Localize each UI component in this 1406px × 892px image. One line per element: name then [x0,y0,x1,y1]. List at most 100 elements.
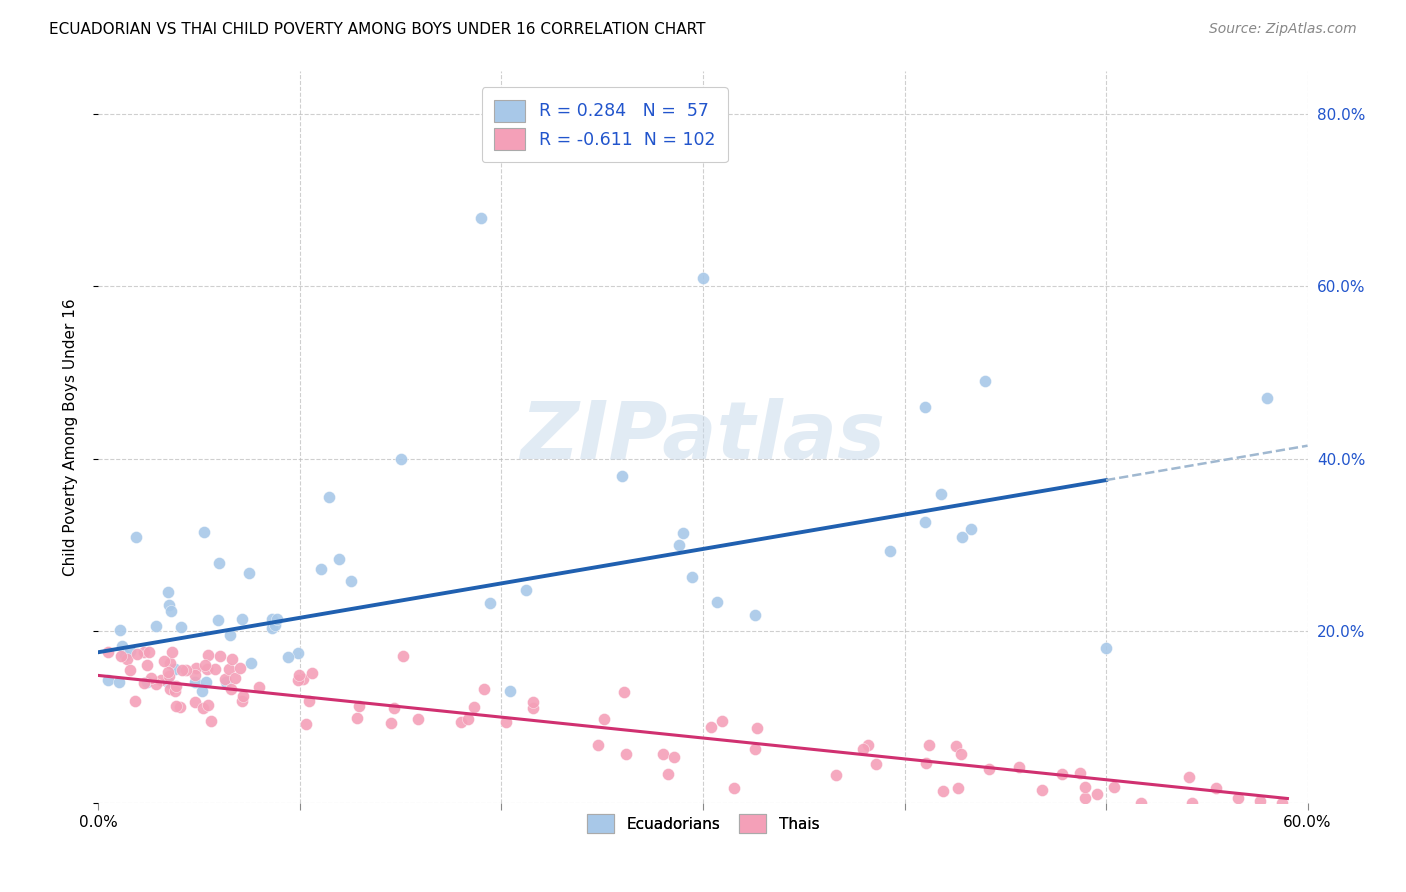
Point [157,669,180,683]
Point [108,675,131,690]
Point [380,715,402,730]
Point [262,622,284,636]
Point [1031,783,1053,797]
Point [932,784,955,798]
Point [288,668,311,682]
Point [1177,770,1199,784]
Point [262,612,284,626]
Point [118,644,141,658]
Point [744,608,766,623]
Text: ZIPatlas: ZIPatlas [520,398,886,476]
Point [118,664,141,678]
Point [218,628,240,642]
Point [1087,787,1109,801]
Point [662,750,685,764]
Point [389,451,412,466]
Point [207,613,229,627]
Point [287,646,309,660]
Point [183,675,205,690]
Point [671,525,693,540]
Point [221,652,243,666]
Point [193,524,215,539]
Point [470,211,492,225]
Point [191,701,214,715]
Point [294,716,316,731]
Point [163,684,186,698]
Point [1205,781,1227,796]
Point [301,665,323,680]
Point [157,584,180,599]
Point [382,701,405,715]
Point [108,623,131,637]
Point [651,747,673,761]
Point [657,767,679,781]
Point [1227,791,1250,805]
Point [165,698,187,713]
Point [195,675,218,690]
Point [692,271,714,285]
Point [478,596,501,610]
Point [197,648,219,662]
Point [945,739,967,753]
Point [287,673,309,687]
Text: ECUADORIAN VS THAI CHILD POVERTY AMONG BOYS UNDER 16 CORRELATION CHART: ECUADORIAN VS THAI CHILD POVERTY AMONG B… [49,22,706,37]
Point [159,682,181,697]
Point [328,552,350,566]
Point [228,661,250,675]
Point [266,612,288,626]
Point [711,714,734,728]
Point [214,672,236,686]
Point [176,663,198,677]
Point [184,667,207,681]
Legend: Ecuadorians, Thais: Ecuadorians, Thais [581,808,825,839]
Point [125,530,148,544]
Point [879,543,901,558]
Point [138,645,160,659]
Point [165,679,187,693]
Point [184,695,207,709]
Point [249,680,271,694]
Point [914,400,936,414]
Point [700,721,723,735]
Point [165,662,187,676]
Point [209,649,232,664]
Point [515,583,537,598]
Point [97,645,120,659]
Text: Source: ZipAtlas.com: Source: ZipAtlas.com [1209,22,1357,37]
Y-axis label: Child Poverty Among Boys Under 16: Child Poverty Among Boys Under 16 [63,298,77,576]
Point [948,780,970,795]
Point [136,658,159,673]
Point [219,682,242,697]
Point [457,712,479,726]
Point [204,662,226,676]
Point [1249,794,1271,808]
Point [346,711,368,725]
Point [586,738,609,752]
Point [224,671,246,685]
Point [744,742,766,756]
Point [1102,780,1125,795]
Point [145,677,167,691]
Point [858,738,880,752]
Point [125,648,148,662]
Point [1130,796,1153,810]
Point [172,663,194,677]
Point [218,662,240,676]
Point [231,694,253,708]
Point [681,570,703,584]
Point [612,468,634,483]
Point [159,656,181,670]
Point [950,530,973,544]
Point [200,714,222,728]
Point [318,490,340,504]
Point [472,681,495,696]
Point [156,665,179,680]
Point [135,675,157,690]
Point [347,698,370,713]
Point [117,652,139,666]
Point [145,619,167,633]
Point [392,648,415,663]
Point [949,747,972,761]
Point [170,619,193,633]
Point [114,648,136,662]
